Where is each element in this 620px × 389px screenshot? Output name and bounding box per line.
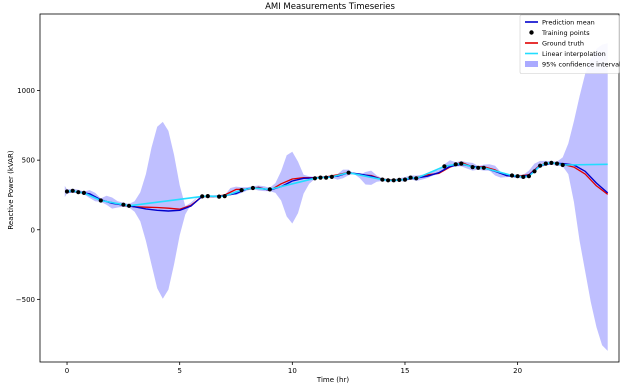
plot-content — [64, 43, 609, 351]
training-point — [526, 174, 532, 179]
legend-label-linear-interpolation: Linear interpolation — [542, 50, 606, 58]
training-point — [397, 177, 402, 182]
training-point — [126, 203, 132, 208]
training-point — [217, 194, 222, 199]
training-point — [98, 198, 103, 203]
training-point — [521, 174, 526, 179]
training-point — [408, 175, 413, 180]
training-point — [509, 173, 515, 178]
y-tick-label: 0 — [31, 226, 35, 234]
training-point — [239, 188, 244, 193]
plot-frame — [39, 13, 620, 363]
legend-swatch-95-confidence-interval — [525, 61, 538, 67]
training-point — [318, 175, 323, 180]
legend-label-ground-truth: Ground truth — [542, 39, 584, 47]
training-point — [453, 162, 458, 167]
y-tick-label: 500 — [22, 157, 35, 165]
training-point — [250, 185, 255, 191]
training-point — [324, 175, 329, 180]
x-tick-label: 10 — [288, 367, 297, 375]
x-tick-label: 0 — [65, 367, 69, 375]
training-point — [312, 176, 317, 181]
legend-label-95-confidence-interval: 95% confidence interval — [542, 60, 620, 68]
legend-swatch-training-points — [529, 30, 534, 35]
training-point — [222, 194, 227, 199]
y-axis-label: Reactive Power (kVAR) — [7, 150, 15, 230]
x-tick-label: 15 — [401, 367, 410, 375]
training-point — [470, 165, 475, 170]
legend-label-prediction-mean: Prediction mean — [542, 18, 595, 26]
training-point — [532, 169, 537, 174]
training-point — [76, 190, 81, 195]
training-point — [386, 178, 391, 183]
training-point — [442, 164, 447, 169]
training-point — [391, 178, 396, 183]
plot-area — [64, 43, 609, 351]
training-point — [380, 177, 385, 182]
training-point — [554, 161, 560, 166]
training-point — [538, 163, 543, 168]
training-point — [549, 160, 554, 165]
training-point — [205, 194, 210, 199]
training-point — [543, 161, 548, 166]
training-point — [121, 202, 126, 207]
training-point — [481, 165, 486, 170]
legend: Prediction mean Training points Ground tru… — [519, 14, 620, 74]
y-tick-label: 1000 — [17, 87, 35, 95]
axis-ticks: 0 5 10 15 20 −500 0 500 1000 — [16, 87, 522, 375]
chart-title: AMI Measurements Timeseries — [265, 2, 395, 12]
training-point — [329, 174, 334, 179]
training-point — [402, 177, 408, 182]
training-point — [515, 174, 520, 179]
training-point — [476, 165, 481, 170]
y-tick-label: −500 — [16, 296, 35, 304]
training-point — [64, 189, 70, 194]
training-point — [267, 187, 272, 192]
training-point — [200, 194, 205, 199]
x-axis-label: Time (hr) — [316, 376, 349, 384]
training-point — [560, 162, 565, 168]
training-point — [414, 176, 419, 181]
training-point — [459, 161, 464, 166]
legend-box — [519, 14, 620, 74]
x-tick-label: 5 — [177, 367, 181, 375]
confidence-band — [64, 43, 608, 351]
training-point — [81, 190, 86, 195]
training-point — [346, 170, 351, 175]
legend-label-training-points: Training points — [541, 29, 590, 37]
x-tick-label: 20 — [513, 367, 522, 375]
training-point — [70, 188, 75, 193]
